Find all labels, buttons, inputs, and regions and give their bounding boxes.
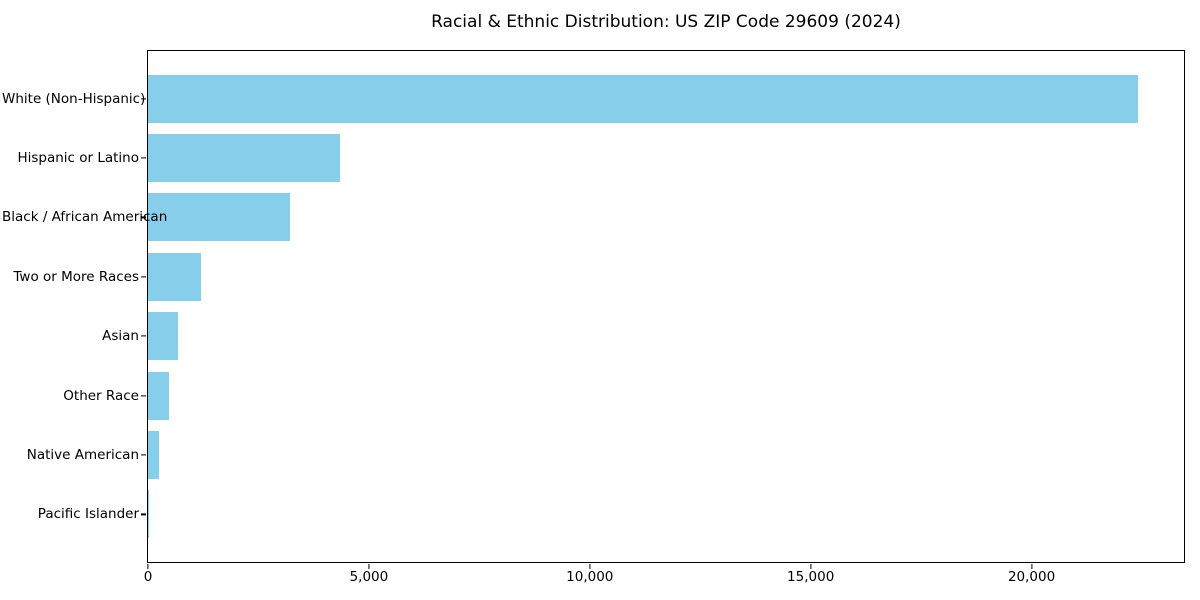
- bar: [148, 193, 290, 242]
- x-tick-mark: [147, 564, 149, 569]
- bar: [148, 312, 179, 361]
- y-tick-mark: [141, 157, 146, 159]
- x-tick-label: 15,000: [787, 569, 835, 585]
- bar: [148, 134, 340, 183]
- chart-title: Racial & Ethnic Distribution: US ZIP Cod…: [431, 12, 901, 32]
- bars-container: White (Non-Hispanic) Hispanic or Latino Bl…: [2, 51, 1184, 562]
- category-label: Hispanic or Latino: [17, 150, 139, 167]
- y-tick-mark: [141, 394, 146, 397]
- category-label: Two or More Races: [13, 268, 139, 285]
- bar: [148, 430, 160, 479]
- x-tick-label: 10,000: [566, 569, 614, 585]
- bar: [148, 252, 201, 301]
- x-tick-mark: [1030, 564, 1033, 569]
- plot-area: White (Non-Hispanic) Hispanic or Latino Bl…: [2, 50, 1185, 585]
- x-tick-label: 5,000: [349, 569, 389, 585]
- chart-row: Pacific Islander: [38, 485, 1184, 544]
- category-label: White (Non-Hispanic): [2, 90, 146, 107]
- y-tick-mark: [141, 276, 146, 278]
- y-tick-mark: [141, 216, 146, 219]
- chart-row: Hispanic or Latino: [17, 128, 1184, 187]
- chart-row: Other Race: [63, 366, 1184, 425]
- y-tick-mark: [141, 454, 146, 456]
- chart-row: Native American: [27, 425, 1184, 484]
- chart-row: Two or More Races: [13, 247, 1184, 306]
- x-tick-mark: [810, 564, 812, 569]
- bar: [148, 74, 1138, 123]
- x-tick-label: 0: [143, 569, 153, 585]
- category-label: Pacific Islander: [37, 506, 139, 523]
- y-tick-mark: [141, 513, 146, 515]
- bar: [148, 490, 149, 539]
- category-label: Black / African American: [2, 209, 168, 226]
- y-tick-mark: [141, 335, 146, 337]
- category-label: Asian: [102, 328, 139, 345]
- chart-row: White (Non-Hispanic): [2, 69, 1184, 128]
- x-tick-mark: [589, 564, 591, 569]
- x-tick-mark: [368, 564, 370, 569]
- y-tick-mark: [141, 98, 146, 100]
- chart-row: Black / African American: [2, 188, 1184, 247]
- chart-row: Asian: [102, 307, 1184, 366]
- bar: [148, 371, 169, 420]
- category-label: Native American: [26, 446, 139, 463]
- category-label: Other Race: [63, 387, 139, 404]
- x-tick-label: 20,000: [1007, 569, 1056, 585]
